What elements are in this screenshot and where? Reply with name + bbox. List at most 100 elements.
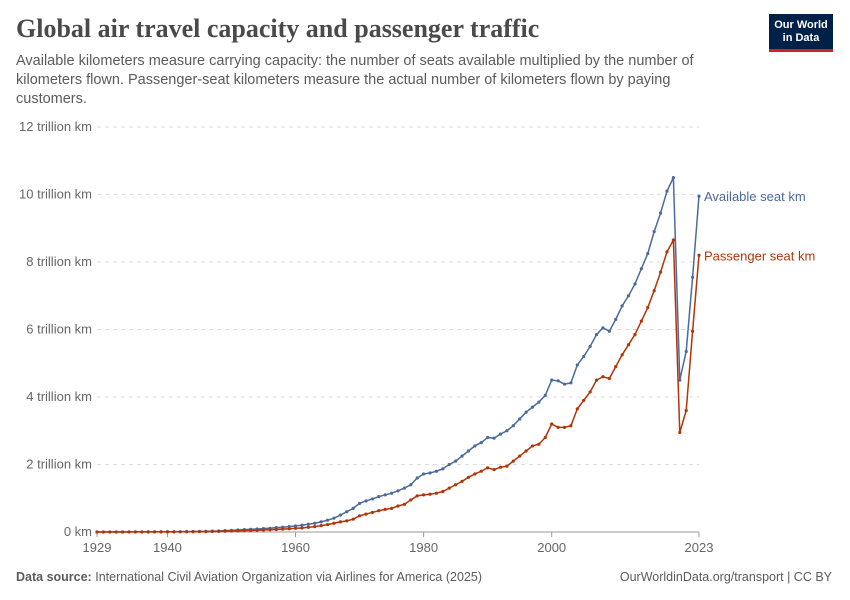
data-point [402, 486, 407, 490]
data-point [229, 529, 234, 533]
owid-logo[interactable]: Our World in Data [769, 14, 833, 52]
data-point [614, 365, 618, 369]
data-point [146, 530, 150, 534]
data-source: Data source: International Civil Aviatio… [16, 570, 482, 584]
data-point [518, 417, 522, 421]
chart-title: Global air travel capacity and passenger… [16, 14, 540, 43]
x-tick-label: 1980 [409, 540, 438, 555]
data-point [588, 390, 592, 394]
data-point [594, 332, 599, 337]
data-point [518, 454, 522, 458]
data-point [479, 469, 483, 473]
data-point [556, 425, 560, 429]
data-point [665, 189, 669, 193]
data-point [159, 530, 163, 534]
data-point [607, 329, 611, 333]
data-point [473, 472, 477, 476]
y-tick-label: 6 trillion km [26, 322, 92, 337]
data-point [274, 527, 278, 532]
series-label: Passenger seat km [704, 248, 815, 263]
data-point [633, 332, 637, 337]
data-point [415, 494, 419, 498]
data-point [377, 494, 381, 499]
x-tick-label: 2023 [685, 540, 714, 555]
data-point [236, 529, 240, 533]
data-point [524, 410, 528, 414]
data-point [530, 405, 535, 409]
data-point [409, 483, 413, 487]
data-point [447, 462, 451, 467]
data-point [422, 493, 426, 497]
data-point [402, 502, 407, 506]
y-tick-label: 4 trillion km [26, 389, 92, 404]
data-point [95, 530, 99, 534]
data-point [454, 483, 458, 487]
data-point [345, 510, 349, 514]
data-point [434, 491, 439, 495]
data-point [575, 363, 579, 367]
data-point [697, 194, 701, 198]
data-point [466, 475, 471, 479]
data-point [313, 521, 317, 525]
data-point [492, 436, 496, 440]
data-point [153, 530, 157, 534]
x-tick-label: 1929 [83, 540, 112, 555]
data-point [133, 530, 138, 534]
data-point [249, 528, 253, 533]
data-point [550, 378, 554, 382]
footer-link[interactable]: OurWorldinData.org/transport | CC BY [619, 570, 832, 584]
data-point [646, 251, 650, 256]
data-point [422, 472, 426, 476]
data-point [652, 289, 656, 293]
data-point [114, 530, 118, 534]
y-tick-label: 0 km [64, 524, 92, 539]
data-point [441, 467, 445, 471]
data-point [511, 459, 515, 463]
data-point [511, 424, 515, 428]
data-point [396, 489, 400, 493]
data-point [377, 509, 381, 513]
data-point [594, 378, 599, 382]
data-point [300, 526, 304, 530]
data-point [498, 465, 503, 469]
data-point [550, 422, 554, 426]
data-point [338, 513, 342, 517]
data-point [293, 526, 298, 530]
source-label: Data source: [16, 570, 92, 584]
data-point [562, 382, 567, 386]
data-point [345, 519, 349, 523]
data-point [332, 516, 336, 520]
data-point [121, 530, 125, 534]
data-point [543, 393, 547, 397]
data-point [652, 230, 656, 234]
data-point [626, 294, 631, 298]
data-point [684, 408, 688, 413]
data-point [357, 501, 362, 505]
data-point [415, 476, 419, 480]
data-point [454, 459, 458, 463]
data-point [486, 466, 490, 470]
data-point [242, 529, 246, 533]
data-point [287, 527, 291, 531]
data-point [389, 491, 394, 495]
x-tick-label: 1940 [153, 540, 182, 555]
data-point [178, 530, 182, 534]
data-point [319, 523, 323, 528]
data-point [646, 305, 650, 310]
data-point [217, 529, 221, 533]
data-point [172, 530, 176, 534]
series-line-1 [97, 237, 700, 533]
data-point [441, 489, 445, 494]
source-text[interactable]: International Civil Aviation Organizatio… [95, 570, 482, 584]
data-point [108, 530, 112, 534]
data-point [281, 527, 285, 531]
data-point [434, 469, 439, 473]
data-point [204, 529, 208, 534]
data-point [364, 512, 368, 516]
data-point [460, 454, 464, 458]
data-point [460, 479, 464, 483]
chart-subtitle: Available kilometers measure carrying ca… [16, 53, 694, 107]
data-point [479, 440, 483, 445]
data-point [639, 267, 643, 271]
data-point [678, 378, 682, 382]
